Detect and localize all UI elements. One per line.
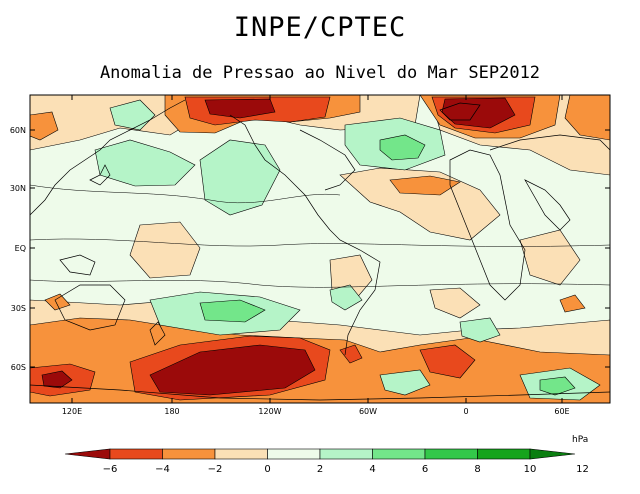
lon-label: 120W: [258, 407, 281, 416]
colorbar-segment: [214, 448, 268, 460]
anomaly-field: [30, 95, 610, 403]
lat-label: 60N: [10, 126, 26, 135]
lat-label: 60S: [11, 363, 26, 372]
lon-label: 0: [463, 407, 468, 416]
map-frame: [29, 94, 611, 404]
lon-label: 120E: [62, 407, 82, 416]
colorbar: −6 −4 −2 0 2 4 6 8 10 12: [64, 448, 589, 475]
latitude-axis: 60N 30N EQ 30S 60S: [10, 126, 610, 372]
colorbar-segment: [477, 448, 531, 460]
colorbar-label: −4: [155, 464, 170, 475]
colorbar-segment: [109, 448, 163, 460]
lat-label: 30S: [11, 304, 26, 313]
colorbar-label: 2: [317, 464, 323, 475]
colorbar-segment: [267, 448, 321, 460]
colorbar-segment: [424, 448, 478, 460]
colorbar-label: 4: [369, 464, 375, 475]
colorbar-segment: [319, 448, 373, 460]
lat-label: 30N: [10, 184, 26, 193]
colorbar-label: 12: [576, 464, 589, 475]
lat-label: EQ: [15, 244, 26, 253]
longitude-axis: 120E 180 120W 60W 0 60E: [62, 95, 570, 416]
contour-lines: [30, 184, 610, 288]
colorbar-label: 8: [474, 464, 480, 475]
colorbar-segment: [162, 448, 216, 460]
lon-label: 60W: [359, 407, 377, 416]
coastlines: [30, 99, 610, 401]
colorbar-segment: [372, 448, 426, 460]
colorbar-label: −6: [103, 464, 118, 475]
page-subtitle: Anomalia de Pressao ao Nivel do Mar SEP2…: [99, 63, 541, 83]
colorbar-label: 0: [264, 464, 270, 475]
lon-label: 60E: [554, 407, 569, 416]
colorbar-label: 6: [422, 464, 428, 475]
colorbar-arrow-right: [529, 448, 576, 460]
colorbar-arrow-left: [64, 448, 111, 460]
colorbar-label: −2: [208, 464, 223, 475]
lon-label: 180: [164, 407, 179, 416]
moderate-positive-regions: [199, 134, 576, 396]
colorbar-unit: hPa: [572, 435, 588, 445]
extreme-negative-cores: [41, 97, 516, 396]
page-title: INPE/CPTEC: [233, 12, 407, 43]
colorbar-label: 10: [524, 464, 537, 475]
